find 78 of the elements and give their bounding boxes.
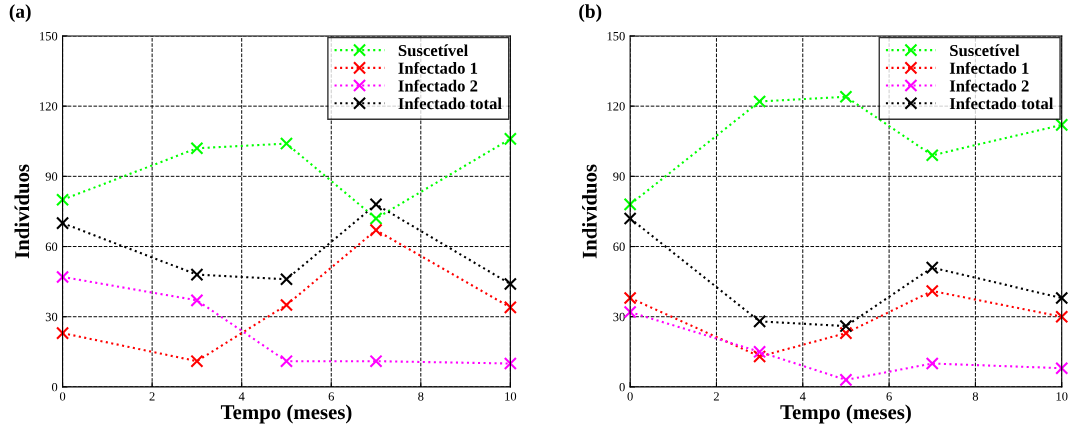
legend-label: Infectado 1	[949, 61, 1029, 74]
point	[503, 356, 517, 371]
point	[839, 90, 853, 104]
y-tick-label: 60	[613, 242, 625, 251]
point	[369, 354, 383, 368]
point	[55, 326, 70, 340]
point	[279, 272, 294, 286]
point	[623, 197, 637, 212]
y-axis-title: Indivíduos	[582, 164, 597, 259]
y-tick-label: 120	[607, 102, 625, 111]
y-tick-label: 60	[45, 242, 58, 251]
point	[503, 277, 517, 291]
point	[1055, 361, 1069, 375]
point	[925, 356, 939, 371]
legend-label: Infectado 1	[398, 61, 478, 74]
point	[839, 326, 853, 340]
point	[1055, 310, 1069, 324]
point	[503, 132, 517, 146]
point	[55, 216, 70, 230]
y-tick-label: 150	[40, 31, 58, 41]
point	[279, 136, 294, 151]
y-tick-label: 90	[45, 172, 58, 181]
y-tick-label: 0	[619, 382, 625, 392]
point	[1055, 291, 1069, 305]
legend-label: Suscetível	[398, 44, 468, 57]
point	[55, 270, 70, 284]
x-tick-label: 2	[149, 392, 155, 401]
point	[623, 305, 637, 319]
text: (b)	[579, 4, 602, 22]
y-tick-label: 30	[45, 312, 58, 322]
point	[925, 284, 939, 298]
legend-label: Suscetível	[950, 44, 1020, 57]
x-axis-title: Tempo (meses)	[220, 404, 352, 424]
legend-label: Infectado total	[398, 97, 502, 110]
point	[369, 211, 383, 226]
y-tick-label: 30	[613, 312, 625, 322]
legend-label: Infectado 2	[949, 79, 1029, 92]
point	[839, 319, 853, 333]
x-tick-label: 2	[713, 392, 719, 401]
y-tick-label: 120	[40, 102, 58, 111]
x-tick-label: 10	[1056, 392, 1068, 401]
point	[753, 314, 767, 328]
legend-label: Infectado total	[949, 97, 1054, 110]
point	[190, 268, 204, 282]
point	[623, 211, 637, 226]
point	[623, 291, 637, 305]
x-tick-label: 4	[238, 392, 245, 401]
point	[190, 354, 204, 368]
x-tick-label: 8	[418, 392, 424, 401]
point	[279, 354, 294, 368]
y-tick-label: 150	[607, 31, 625, 41]
y-tick-label: 90	[613, 172, 625, 181]
x-tick-label: 6	[886, 392, 892, 401]
x-tick-label: 6	[328, 392, 334, 401]
x-tick-label: 4	[799, 392, 806, 401]
x-tick-label: 0	[627, 392, 633, 401]
x-tick-label: 10	[505, 392, 517, 401]
point	[190, 293, 204, 307]
point	[55, 193, 70, 207]
point	[839, 373, 853, 387]
x-tick-label: 8	[972, 392, 979, 401]
text: (a)	[9, 4, 31, 22]
point	[190, 141, 204, 155]
x-axis-title: Tempo (meses)	[780, 404, 911, 424]
point	[753, 94, 767, 109]
point	[1055, 118, 1069, 132]
point	[925, 148, 939, 162]
point	[753, 345, 767, 359]
point	[503, 300, 517, 314]
x-tick-label: 0	[59, 392, 66, 401]
legend-label: Infectado 2	[398, 79, 478, 92]
y-tick-label: 0	[51, 382, 58, 392]
y-axis-title: Indivíduos	[14, 164, 30, 259]
point	[753, 349, 767, 364]
point	[279, 298, 294, 312]
point	[925, 260, 939, 275]
point	[369, 223, 383, 237]
point	[369, 197, 383, 212]
